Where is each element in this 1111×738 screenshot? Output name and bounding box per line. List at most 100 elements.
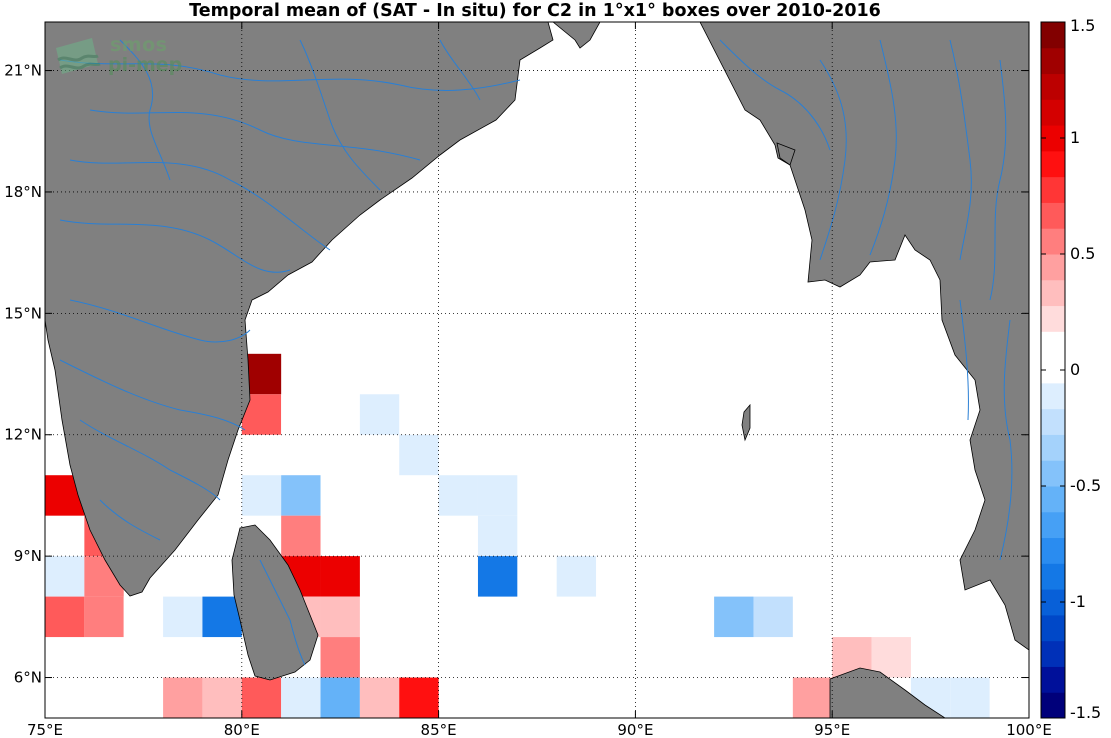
data-cell: [163, 596, 203, 638]
data-cell: [359, 394, 400, 435]
colorbar-segment: [1041, 150, 1065, 178]
data-cell: [123, 596, 164, 638]
land-india: [45, 22, 554, 597]
data-cell: [477, 515, 518, 557]
land-sri-lanka: [231, 524, 319, 681]
data-cell: [281, 515, 321, 557]
data-cell: [399, 677, 439, 718]
data-cell: [399, 434, 439, 476]
colorbar-segment: [1041, 614, 1065, 642]
colorbar-segment: [1041, 563, 1065, 590]
colorbar-segment: [1041, 460, 1065, 487]
data-cell: [281, 475, 321, 516]
colorbar-tick-label: 1.5: [1070, 16, 1095, 35]
data-cell: [45, 556, 85, 597]
data-cell: [792, 677, 833, 718]
lat-tick-label: 18°N: [4, 183, 42, 201]
colorbar-segment: [1041, 640, 1065, 667]
data-cells: [45, 353, 990, 718]
lon-tick-label: 80°E: [224, 721, 260, 738]
data-cell: [714, 596, 754, 638]
lon-tick-label: 85°E: [421, 721, 457, 738]
data-cell: [281, 394, 321, 435]
land-myanmar: [699, 22, 1029, 651]
data-cell: [202, 596, 242, 638]
graticule: [45, 22, 1029, 718]
colorbar-ticks: 1.5 1 0.5 0 -0.5 -1 -1.5: [1041, 16, 1101, 722]
data-cell: [320, 596, 360, 638]
colorbar-segment: [1041, 331, 1065, 358]
colorbar-segment: [1041, 537, 1065, 564]
lat-tick-label: 12°N: [4, 426, 42, 444]
data-cell: [753, 677, 793, 718]
data-cell: [320, 637, 360, 678]
lon-tick-label: 90°E: [617, 721, 653, 738]
colorbar-segment: [1041, 382, 1065, 410]
colorbar-tick-label: 0: [1070, 360, 1080, 379]
land-northern-coast-gulf: [776, 142, 796, 166]
data-cell: [84, 596, 124, 638]
data-cell: [871, 637, 911, 678]
colorbar-segment: [1041, 305, 1065, 332]
data-cell: [477, 556, 518, 597]
data-cell: [45, 596, 85, 638]
land-andaman: [741, 403, 751, 442]
map-title: Temporal mean of (SAT - In situ) for C2 …: [189, 1, 881, 21]
land-layer: [45, 22, 1029, 718]
latitude-ticks: 6°N 9°N 12°N 15°N 18°N 21°N: [4, 62, 1029, 687]
colorbar-segment: [1041, 47, 1065, 75]
lon-tick-label: 75°E: [27, 721, 63, 738]
colorbar-tick-label: -1.5: [1070, 703, 1101, 722]
data-cell: [556, 556, 597, 597]
lat-tick-label: 6°N: [14, 669, 42, 687]
lat-tick-label: 15°N: [4, 304, 42, 322]
colorbar-segment: [1041, 666, 1065, 693]
colorbar-segment: [1041, 279, 1065, 307]
data-cell: [359, 677, 400, 718]
colorbar-segment: [1041, 408, 1065, 435]
colorbar-segment: [1041, 202, 1065, 229]
colorbar-segment: [1041, 99, 1065, 126]
data-cell: [556, 637, 597, 678]
colorbar-segment: [1041, 692, 1065, 719]
land-sumatra: [829, 667, 946, 718]
lat-tick-label: 9°N: [14, 547, 42, 565]
data-cell: [320, 394, 360, 435]
data-cell: [163, 677, 203, 718]
data-cell: [241, 677, 282, 718]
colorbar-segment: [1041, 176, 1065, 203]
data-cell: [320, 556, 360, 597]
colorbar-segment: [1041, 22, 1065, 49]
colorbar-tick-label: 0.5: [1070, 244, 1095, 263]
colorbar-tick-label: -1: [1070, 592, 1086, 611]
longitude-ticks: 75°E 80°E 85°E 90°E 95°E 100°E: [27, 22, 1052, 738]
colorbar-segment: [1041, 73, 1065, 100]
colorbar-segment: [1041, 254, 1065, 281]
rivers-layer: [59, 39, 1013, 666]
data-cell: [635, 596, 675, 638]
data-cell: [241, 475, 282, 516]
data-cell: [674, 556, 715, 597]
colorbar-segment: [1041, 434, 1065, 461]
data-cell: [556, 677, 597, 718]
lon-tick-label: 100°E: [1006, 721, 1052, 738]
data-cell: [320, 677, 360, 718]
colorbar-tick-label: 1: [1070, 128, 1080, 147]
lat-tick-label: 21°N: [4, 62, 42, 80]
data-cell: [202, 677, 242, 718]
colorbar-tick-label: -0.5: [1070, 476, 1101, 495]
logo-line1: smos: [110, 34, 168, 56]
smos-pi-mep-logo: smos pi-mep: [52, 34, 202, 90]
data-cell: [635, 556, 675, 597]
colorbar: 1.5 1 0.5 0 -0.5 -1 -1.5: [1040, 16, 1101, 722]
lon-tick-label: 95°E: [814, 721, 850, 738]
data-cell: [438, 475, 478, 516]
colorbar-segment: [1041, 511, 1065, 539]
data-cell: [281, 677, 321, 718]
logo-wave-icon: [56, 38, 101, 74]
map-axes: 75°E 80°E 85°E 90°E 95°E 100°E 6°N 9°N 12°N 15°N…: [4, 21, 1052, 738]
data-cell: [950, 677, 990, 718]
data-cell: [753, 596, 793, 638]
data-cell: [477, 475, 518, 516]
